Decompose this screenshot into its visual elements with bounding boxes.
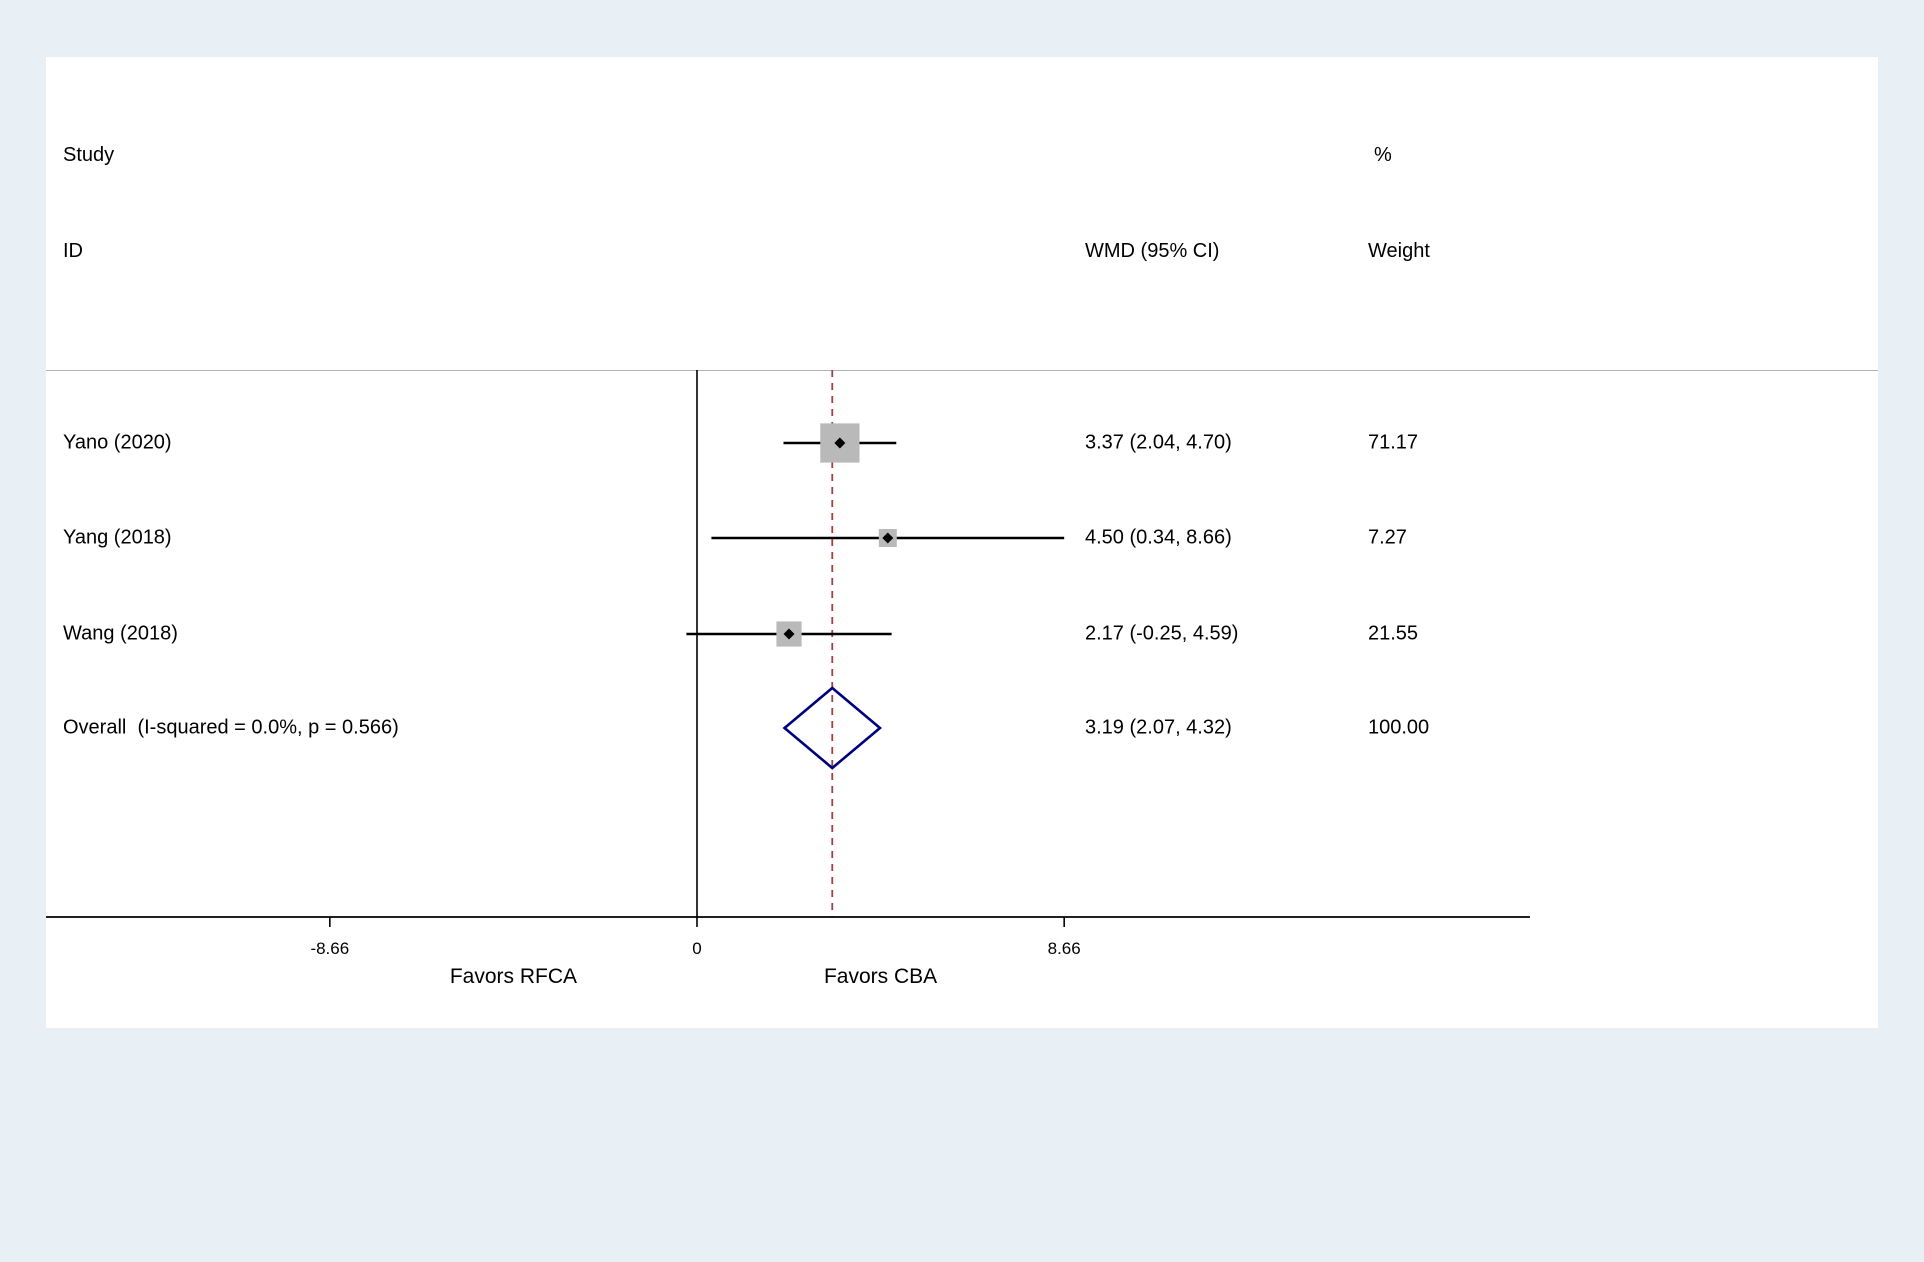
header-separator-line — [46, 370, 1878, 371]
overall-effect-text: 3.19 (2.07, 4.32) — [1085, 716, 1232, 739]
x-axis-tick-label: -8.66 — [310, 939, 350, 958]
x-axis-tick-label: 8.66 — [1047, 939, 1081, 958]
study-id-label: Wang (2018) — [63, 622, 178, 645]
study-id-label: Yang (2018) — [63, 526, 172, 549]
favors-left-label: Favors RFCA — [449, 965, 577, 988]
weight-text: 7.27 — [1368, 526, 1407, 549]
effect-estimate-text: 3.37 (2.04, 4.70) — [1085, 431, 1232, 454]
point-estimate-marker — [882, 532, 894, 544]
plot-panel: Study ID % WMD (95% CI) Weight Yano (202… — [46, 57, 1878, 1028]
point-estimate-marker — [783, 628, 795, 640]
x-axis-tick-label: 0 — [692, 939, 702, 958]
study-id-label: Yano (2020) — [63, 431, 172, 454]
overall-label: Overall (I-squared = 0.0%, p = 0.566) — [63, 716, 399, 739]
weight-header-line2: Weight — [1368, 240, 1430, 262]
effect-estimate-text: 4.50 (0.34, 8.66) — [1085, 526, 1232, 549]
weight-text: 71.17 — [1368, 431, 1419, 454]
point-estimate-marker — [834, 437, 846, 449]
study-header-line2: ID — [63, 240, 83, 262]
effect-estimate-text: 2.17 (-0.25, 4.59) — [1085, 622, 1239, 645]
overall-weight-text: 100.00 — [1368, 716, 1430, 739]
study-header-line1: Study — [63, 144, 115, 166]
overall-diamond — [782, 686, 882, 770]
weight-header-line1: % — [1374, 144, 1392, 166]
favors-right-label: Favors CBA — [823, 965, 938, 988]
weight-text: 21.55 — [1368, 622, 1419, 645]
effect-header: WMD (95% CI) — [1085, 240, 1220, 262]
plot-graphics — [46, 370, 1530, 927]
